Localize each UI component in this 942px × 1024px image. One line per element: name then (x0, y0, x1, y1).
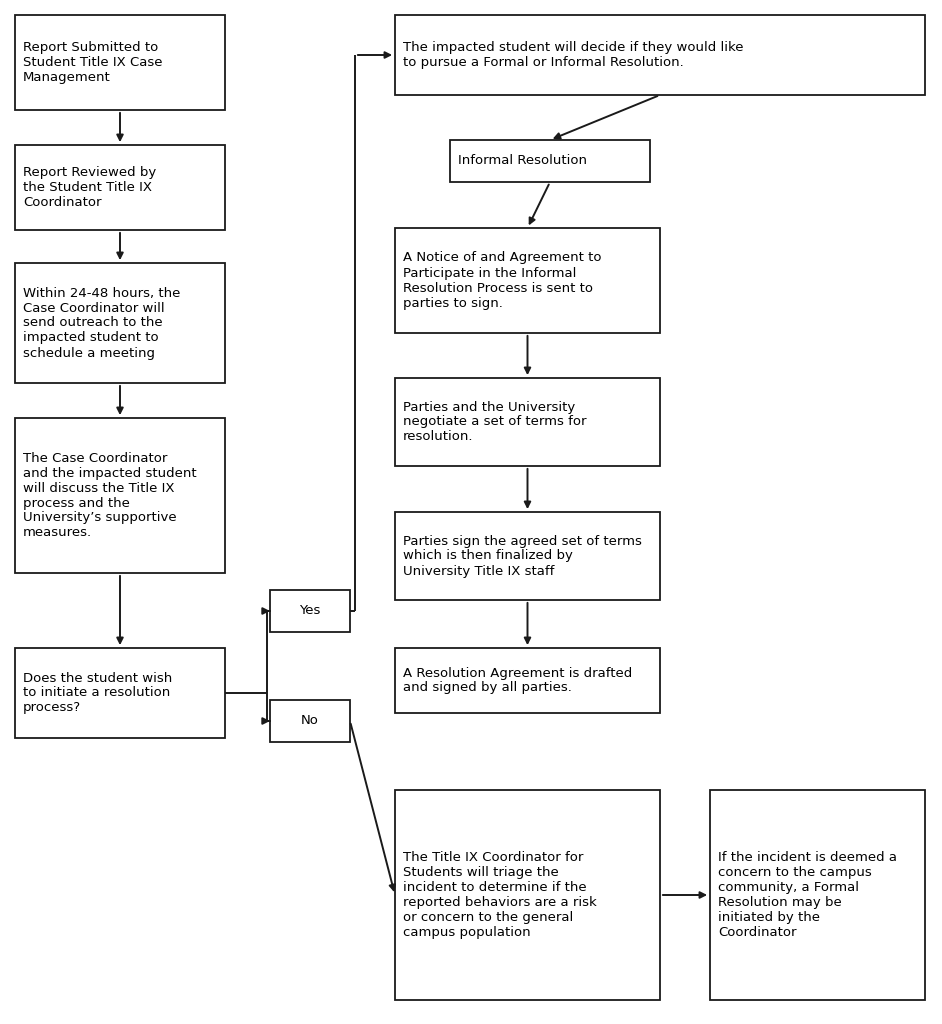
Text: The Case Coordinator
and the impacted student
will discuss the Title IX
process : The Case Coordinator and the impacted st… (23, 452, 197, 540)
Text: The impacted student will decide if they would like
to pursue a Formal or Inform: The impacted student will decide if they… (403, 41, 743, 69)
Text: Does the student wish
to initiate a resolution
process?: Does the student wish to initiate a reso… (23, 672, 172, 715)
Text: No: No (301, 715, 319, 727)
Text: Report Reviewed by
the Student Title IX
Coordinator: Report Reviewed by the Student Title IX … (23, 166, 156, 209)
Text: The Title IX Coordinator for
Students will triage the
incident to determine if t: The Title IX Coordinator for Students wi… (403, 851, 596, 939)
Text: Yes: Yes (300, 604, 320, 617)
Bar (15, 418, 225, 573)
Text: A Notice of and Agreement to
Participate in the Informal
Resolution Process is s: A Notice of and Agreement to Participate… (403, 252, 602, 309)
Bar (395, 648, 660, 713)
Text: Report Submitted to
Student Title IX Case
Management: Report Submitted to Student Title IX Cas… (23, 41, 163, 84)
Bar (395, 790, 660, 1000)
Bar (15, 145, 225, 230)
Text: Parties and the University
negotiate a set of terms for
resolution.: Parties and the University negotiate a s… (403, 400, 587, 443)
Bar (15, 15, 225, 110)
Bar (15, 263, 225, 383)
Text: If the incident is deemed a
concern to the campus
community, a Formal
Resolution: If the incident is deemed a concern to t… (718, 851, 897, 939)
Bar (270, 590, 350, 632)
Bar (395, 378, 660, 466)
Bar (395, 228, 660, 333)
Text: A Resolution Agreement is drafted
and signed by all parties.: A Resolution Agreement is drafted and si… (403, 667, 632, 694)
Bar (710, 790, 925, 1000)
Bar (450, 140, 650, 182)
Bar (270, 700, 350, 742)
Text: Within 24-48 hours, the
Case Coordinator will
send outreach to the
impacted stud: Within 24-48 hours, the Case Coordinator… (23, 287, 180, 359)
Bar (395, 512, 660, 600)
Bar (15, 648, 225, 738)
Text: Parties sign the agreed set of terms
which is then finalized by
University Title: Parties sign the agreed set of terms whi… (403, 535, 642, 578)
Text: Informal Resolution: Informal Resolution (458, 155, 587, 168)
Bar (395, 15, 925, 95)
